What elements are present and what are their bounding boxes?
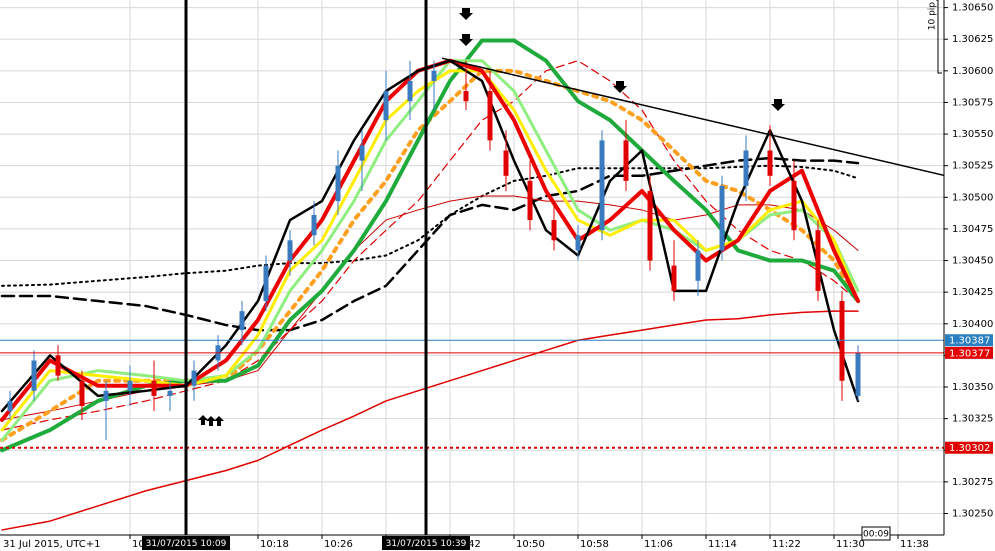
price-tag-label: 1.30387 [949, 336, 990, 347]
arrow-down [459, 8, 473, 20]
x-tick-label: 11:38 [900, 539, 929, 550]
candle-body [695, 250, 701, 281]
candle-body [55, 355, 61, 376]
arrow-down [771, 99, 785, 111]
candle-body [791, 180, 797, 231]
y-tick-label: 1.30425 [952, 287, 993, 298]
price-tag-label: 1.30377 [949, 348, 990, 359]
y-tick-label: 1.30325 [952, 414, 993, 425]
candle-body [855, 352, 861, 396]
candle-body [575, 235, 581, 251]
y-tick-label: 1.30400 [952, 319, 993, 330]
candle-body [551, 220, 557, 241]
arrow-up [214, 416, 224, 426]
y-tick-label: 1.30475 [952, 224, 993, 235]
vline-tag [142, 536, 230, 550]
overlay [198, 8, 785, 426]
vline-tag [382, 536, 470, 550]
arrow-up [198, 415, 208, 425]
price-tag-label: 1.30302 [949, 443, 990, 454]
candle-body [647, 190, 653, 261]
candle-body [383, 91, 389, 121]
scale-bracket [936, 0, 942, 74]
candle-body [127, 380, 133, 391]
candle-body [239, 311, 245, 331]
indicator-line [1, 60, 859, 431]
date-label: 31 Jul 2015, UTC+1 [3, 539, 101, 550]
candle-body [815, 230, 821, 291]
y-tick-label: 1.30600 [952, 66, 993, 77]
price-tag [945, 346, 993, 359]
y-tick-label: 1.30550 [952, 129, 993, 140]
y-tick-label: 1.30575 [952, 97, 993, 108]
candle-body [431, 70, 437, 81]
candle-body [503, 150, 509, 176]
x-tick-label: 10:50 [516, 539, 545, 550]
candle-body [719, 185, 725, 251]
time-axis-panel [0, 535, 995, 551]
y-tick-label: 1.30450 [952, 256, 993, 267]
y-tick-label: 1.30250 [952, 508, 993, 519]
candle-body [151, 380, 157, 396]
y-tick-label: 1.30350 [952, 382, 993, 393]
y-tick-label: 1.30500 [952, 192, 993, 203]
candle-body [671, 265, 677, 291]
candle-body [407, 80, 413, 102]
x-tick-label: 10:18 [260, 539, 289, 550]
candle-body [487, 91, 493, 141]
candle-body [767, 150, 773, 176]
x-tick-label: 10:26 [324, 539, 353, 550]
y-tick-label: 1.30525 [952, 161, 993, 172]
y-tick-label: 1.30625 [952, 34, 993, 45]
candle-body [463, 91, 469, 102]
y-tick-label: 1.30650 [952, 3, 993, 14]
indicator-line [1, 164, 859, 287]
candle-body [79, 380, 85, 406]
vline-tag-label: 31/07/2015 10:39 [386, 539, 467, 549]
indicator-line [1, 310, 859, 531]
candle-body [191, 370, 197, 386]
axes: 1.302501.302751.303001.303251.303501.303… [129, 3, 993, 550]
candle-body [287, 240, 293, 261]
scale-label: 10 pip [928, 2, 938, 31]
candle-body [167, 390, 173, 396]
x-tick-label: 11:06 [644, 539, 673, 550]
arrow-down [459, 34, 473, 46]
candle-body [335, 165, 341, 202]
x-tick-label: 11:22 [772, 539, 801, 550]
candle-body [103, 390, 109, 401]
price-tag [945, 334, 993, 347]
plot-area [0, 0, 944, 535]
arrow-down [613, 81, 627, 93]
arrow-up [206, 416, 216, 426]
candle-body [527, 180, 533, 221]
trendline [441, 57, 944, 177]
x-tick-label: 11:30 [836, 539, 865, 550]
vline-tag-label: 31/07/2015 10:09 [146, 539, 227, 549]
timer-box [861, 526, 891, 541]
y-tick-label: 1.30275 [952, 477, 993, 488]
candle-body [623, 140, 629, 181]
timer-label: 00:09 [863, 530, 889, 540]
price-axis-panel [944, 0, 995, 551]
candle-body [599, 140, 605, 231]
x-tick-label: 10:58 [580, 539, 609, 550]
candle-body [839, 301, 845, 381]
indicator-line [0, 156, 860, 332]
price-tag [945, 441, 993, 454]
x-tick-label: 11:14 [708, 539, 737, 550]
candle-body [7, 400, 13, 412]
candle-body [311, 215, 317, 236]
candle-body [359, 145, 365, 161]
candle-body [31, 360, 37, 391]
candle-body [263, 265, 269, 302]
candle-body [743, 150, 749, 186]
